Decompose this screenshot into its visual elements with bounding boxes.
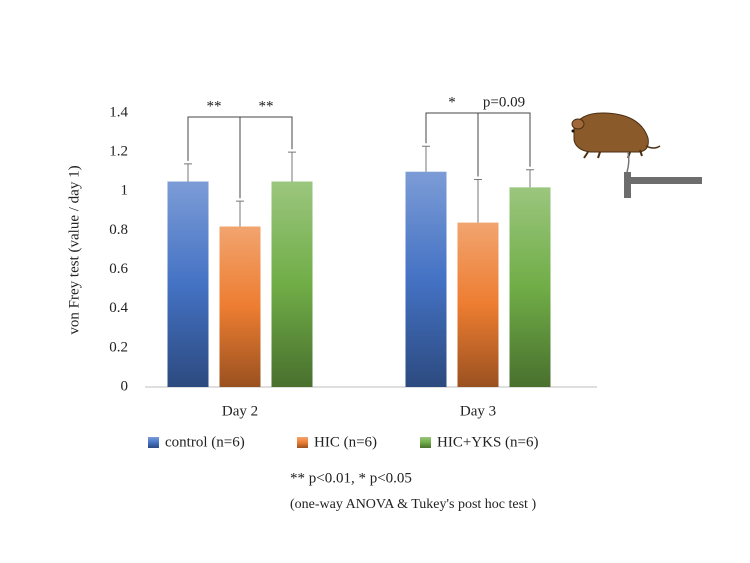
error-bar [474, 179, 482, 223]
error-bar [526, 169, 534, 188]
error-bar [422, 145, 430, 172]
bar [167, 181, 209, 387]
significance-label: * [448, 94, 456, 110]
y-tick-label: 0.4 [109, 300, 128, 316]
legend-swatch [420, 437, 431, 448]
mouse-icon [571, 112, 702, 198]
bar [219, 226, 261, 387]
error-bar [288, 151, 296, 182]
x-tick-label: Day 3 [460, 403, 496, 419]
y-tick-label: 0.8 [109, 222, 128, 238]
significance-label: p=0.09 [483, 94, 525, 110]
legend-swatch [148, 437, 159, 448]
y-tick-label: 0 [121, 378, 129, 394]
significance-bracket [425, 112, 479, 177]
error-bar [236, 200, 244, 227]
legend-label: HIC+YKS (n=6) [437, 434, 539, 450]
footnote: ** p<0.01, * p<0.05 [290, 470, 412, 486]
legend-label: control (n=6) [165, 434, 245, 450]
significance-label: ** [259, 98, 274, 114]
y-tick-label: 1.2 [109, 144, 128, 160]
y-tick-label: 0.6 [109, 261, 128, 277]
bar [457, 222, 499, 387]
significance-bracket [477, 112, 531, 177]
footnote: (one-way ANOVA & Tukey's post hoc test ) [290, 497, 536, 512]
significance-label: ** [207, 98, 222, 114]
significance-bracket [239, 116, 293, 199]
x-tick-label: Day 2 [222, 403, 258, 419]
y-tick-label: 1.4 [109, 104, 128, 120]
y-axis-title: von Frey test (value / day 1) [66, 165, 82, 334]
y-tick-label: 0.2 [109, 339, 128, 355]
y-tick-label: 1 [121, 183, 129, 199]
legend-swatch [297, 437, 308, 448]
legend-label: HIC (n=6) [314, 434, 377, 450]
bar [509, 187, 551, 387]
bar [271, 181, 313, 387]
bar [405, 171, 447, 387]
error-bar [184, 163, 192, 182]
